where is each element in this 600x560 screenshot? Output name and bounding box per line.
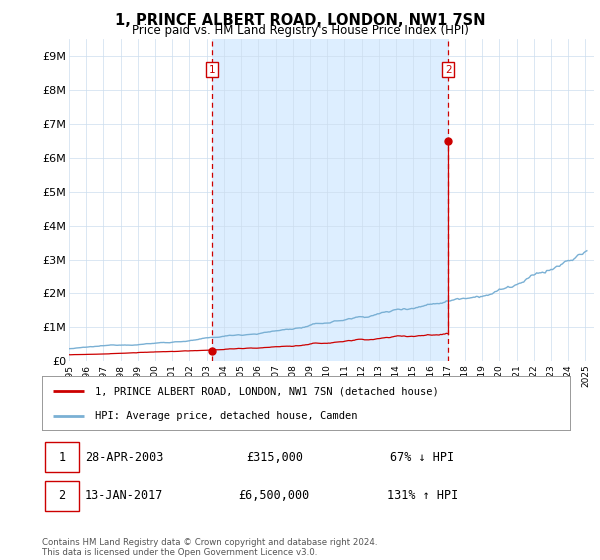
Text: HPI: Average price, detached house, Camden: HPI: Average price, detached house, Camd…: [95, 411, 358, 421]
Text: £6,500,000: £6,500,000: [239, 489, 310, 502]
Bar: [212, 39, 448, 361]
Text: 13-JAN-2017: 13-JAN-2017: [85, 489, 163, 502]
Text: Price paid vs. HM Land Registry's House Price Index (HPI): Price paid vs. HM Land Registry's House …: [131, 24, 469, 37]
Text: 1, PRINCE ALBERT ROAD, LONDON, NW1 7SN (detached house): 1, PRINCE ALBERT ROAD, LONDON, NW1 7SN (…: [95, 386, 439, 396]
Text: 2: 2: [445, 65, 452, 74]
Text: 2: 2: [58, 489, 65, 502]
Text: 28-APR-2003: 28-APR-2003: [85, 451, 163, 464]
Text: 1, PRINCE ALBERT ROAD, LONDON, NW1 7SN: 1, PRINCE ALBERT ROAD, LONDON, NW1 7SN: [115, 13, 485, 28]
Text: 1: 1: [209, 65, 215, 74]
FancyBboxPatch shape: [44, 442, 79, 472]
Text: £315,000: £315,000: [246, 451, 303, 464]
Text: Contains HM Land Registry data © Crown copyright and database right 2024.
This d: Contains HM Land Registry data © Crown c…: [42, 538, 377, 557]
Text: 67% ↓ HPI: 67% ↓ HPI: [390, 451, 454, 464]
FancyBboxPatch shape: [44, 481, 79, 511]
Text: 1: 1: [58, 451, 65, 464]
Text: 131% ↑ HPI: 131% ↑ HPI: [386, 489, 458, 502]
